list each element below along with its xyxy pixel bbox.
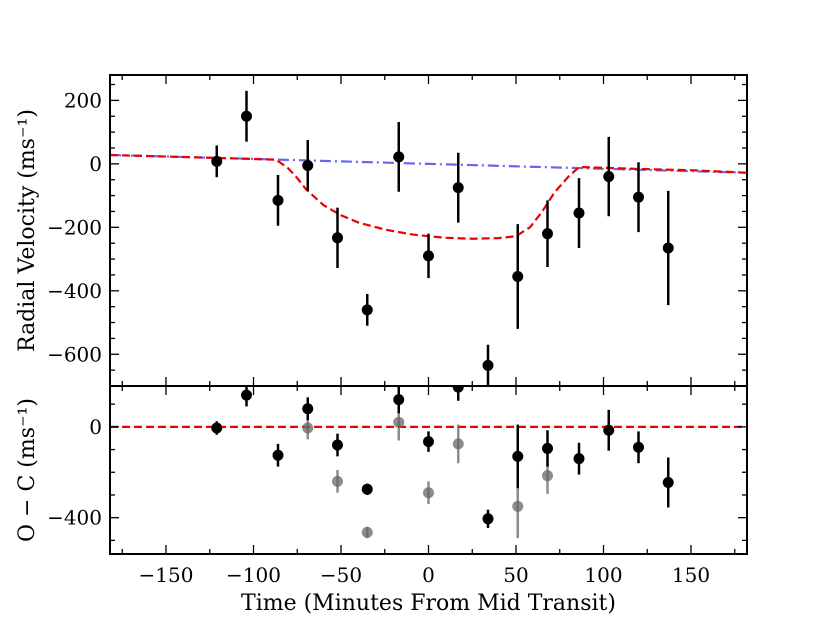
residual-point — [423, 436, 434, 448]
x-tick-label: 50 — [503, 563, 528, 587]
x-tick-label: 0 — [422, 563, 435, 587]
raw-overlay-point — [483, 564, 494, 575]
rv-data-point — [662, 242, 674, 254]
top-ylabel: Radial Velocity (ms⁻¹) — [15, 109, 40, 352]
top-y-tick-label: 200 — [64, 88, 102, 112]
residual-point — [542, 442, 553, 454]
rv-data-point — [573, 207, 585, 219]
x-tick-label: −100 — [226, 563, 281, 587]
raw-overlay-point — [393, 416, 405, 428]
top-panel: 200 0 −200 −400 −600 Radial Velocity (ms⁻¹) — [15, 74, 748, 387]
rv-data-point — [332, 232, 343, 244]
raw-overlay-point — [542, 470, 553, 482]
residual-point — [482, 513, 494, 525]
residual-point — [512, 450, 524, 462]
bottom-panel-frame — [109, 385, 748, 555]
raw-overlay-point — [361, 526, 373, 538]
rv-data-point — [211, 155, 223, 167]
residual-point — [452, 386, 464, 393]
top-y-tick-label: −400 — [47, 279, 102, 303]
residual-point — [272, 449, 284, 461]
top-y-tick-label: −600 — [47, 342, 102, 366]
residual-point — [302, 403, 314, 415]
x-tick-labels: −150 −100 −50 0 50 100 150 — [139, 563, 711, 587]
x-tick-label: −50 — [320, 563, 362, 587]
bottom-y-tick-label: 0 — [89, 415, 102, 439]
bottom-ticks: 0 −400 — [47, 386, 747, 554]
x-tick-label: 100 — [584, 563, 622, 587]
rv-data-point — [393, 151, 405, 163]
rv-data-point — [603, 171, 615, 183]
residual-point — [633, 441, 644, 453]
residual-point — [241, 389, 252, 401]
bottom-ylabel: O − C (ms⁻¹) — [15, 398, 40, 542]
rv-data-point — [302, 159, 314, 171]
rv-data-point — [542, 228, 553, 240]
rv-data-point — [633, 191, 644, 203]
rv-data-point — [272, 194, 284, 206]
x-tick-label: 150 — [672, 563, 710, 587]
rm-model-line — [110, 153, 747, 240]
rv-data-point — [241, 110, 252, 122]
top-y-tick-label: −200 — [47, 215, 102, 239]
top-plot-area — [110, 90, 747, 386]
top-y-tick-label: 0 — [89, 152, 102, 176]
residual-point — [573, 453, 585, 465]
rv-data-point — [361, 304, 373, 316]
bottom-plot-area — [110, 386, 747, 575]
raw-overlay-point — [332, 475, 343, 487]
raw-overlay-point — [302, 422, 314, 434]
residual-point — [603, 424, 615, 436]
bottom-panel: 0 −400 O − C (ms⁻¹) — [15, 385, 748, 575]
rv-data-point — [423, 250, 434, 262]
residual-point — [332, 439, 343, 451]
raw-overlay-point — [423, 487, 434, 499]
rv-data-point — [512, 271, 524, 283]
raw-overlay-point — [452, 438, 464, 450]
residual-point — [662, 476, 674, 488]
rv-data-point — [452, 182, 464, 194]
x-axis-label: Time (Minutes From Mid Transit) — [241, 591, 616, 616]
residual-point — [393, 394, 405, 406]
keplerian-model-line — [110, 153, 747, 174]
raw-overlay-point — [512, 500, 524, 512]
top-ticks: 200 0 −200 −400 −600 — [47, 75, 747, 386]
residual-point — [361, 483, 373, 495]
bottom-y-tick-label: −400 — [47, 506, 102, 530]
rv-data-point — [482, 359, 494, 371]
top-panel-frame — [109, 74, 748, 387]
x-tick-label: −150 — [139, 563, 194, 587]
residual-point — [211, 422, 223, 434]
